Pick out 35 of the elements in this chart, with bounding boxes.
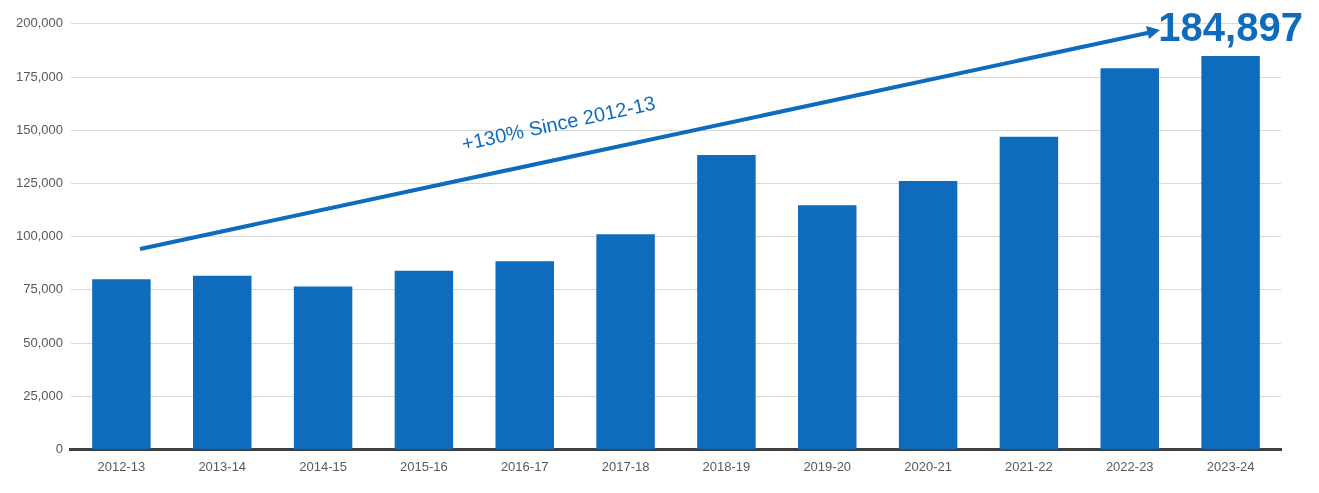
data-label: 184,897: [1158, 4, 1303, 49]
x-tick-label: 2022-23: [1105, 458, 1154, 474]
x-tick-label: 2017-18: [601, 458, 650, 474]
x-tick-label: 2016-17: [500, 458, 549, 474]
y-tick-label: 100,000: [15, 228, 63, 244]
bar: [798, 205, 857, 449]
x-tick-label: 2018-19: [702, 458, 751, 474]
x-tick-label: 2015-16: [400, 458, 448, 474]
y-tick-label: 200,000: [15, 15, 63, 31]
x-tick-label: 2013-14: [198, 458, 247, 474]
bar: [999, 136, 1059, 449]
x-tick-label: 2019-20: [803, 458, 852, 474]
bar: [1201, 55, 1260, 449]
y-tick-label: 25,000: [23, 387, 63, 403]
x-tick-label: 2023-24: [1206, 458, 1255, 474]
x-tick-label: 2014-15: [299, 458, 347, 474]
y-tick-label: 125,000: [15, 174, 63, 190]
y-tick-label: 175,000: [15, 68, 63, 84]
x-tick-label: 2021-22: [1005, 458, 1053, 474]
bar: [697, 155, 756, 449]
bar: [394, 270, 454, 449]
bar: [495, 261, 554, 449]
bar: [92, 279, 151, 449]
y-tick-label: 150,000: [15, 121, 63, 137]
y-tick-label: 75,000: [23, 281, 63, 297]
annotation: +130% Since 2012-13: [459, 91, 658, 155]
y-tick-label: 0: [55, 440, 63, 456]
bar: [293, 286, 353, 449]
bar: [596, 234, 655, 449]
bar: [1100, 68, 1159, 449]
bar: [193, 275, 252, 449]
x-tick-label: 2020-21: [904, 458, 952, 474]
bar: [898, 181, 958, 449]
y-tick-label: 50,000: [23, 334, 63, 350]
x-tick-label: 2012-13: [97, 458, 146, 474]
